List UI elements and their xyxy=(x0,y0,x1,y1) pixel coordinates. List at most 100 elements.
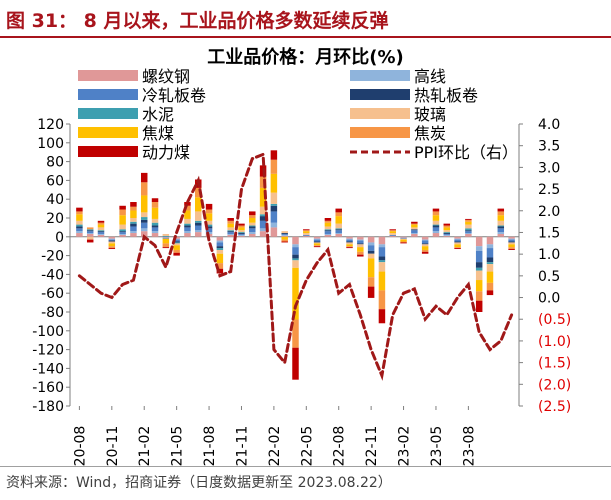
bar-segment xyxy=(281,236,288,240)
bar-segment xyxy=(357,247,364,252)
y-right-tick-label: 2.0 xyxy=(538,204,560,220)
bar-segment xyxy=(486,244,494,249)
bar-segment xyxy=(162,247,170,249)
bar-segment xyxy=(86,233,94,234)
bar-segment xyxy=(195,187,202,198)
bar-segment xyxy=(227,220,234,224)
bar-segment xyxy=(357,240,364,244)
figure-title: 图 31： 8 月以来，工业品价格多数延续反弹 xyxy=(6,10,389,32)
y-right-tick-label: (2.5) xyxy=(538,399,571,415)
bar-segment xyxy=(303,234,310,236)
legend-label: 动力煤 xyxy=(142,143,190,162)
bar-segment xyxy=(508,242,515,245)
bar-segment xyxy=(76,226,83,229)
bar-segment xyxy=(497,226,505,229)
bar-segment xyxy=(195,225,202,231)
bar-segment xyxy=(475,236,483,247)
bar-segment xyxy=(270,150,278,160)
bar-segment xyxy=(443,233,451,234)
bar-segment xyxy=(249,226,256,229)
bar-segment xyxy=(475,250,483,263)
bar-segment xyxy=(292,247,299,255)
bar-segment xyxy=(281,234,288,236)
bar-segment xyxy=(432,227,440,232)
bar-segment xyxy=(465,218,472,220)
bar-segment xyxy=(97,233,105,235)
y-right-tick-label: 3.5 xyxy=(538,139,560,155)
bar-segment xyxy=(421,236,429,240)
bar-segment xyxy=(205,213,213,221)
legend-swatch xyxy=(350,89,410,100)
bar-segment xyxy=(162,233,170,236)
bar-segment xyxy=(238,234,245,236)
bar-segment xyxy=(216,253,224,264)
bar-segment xyxy=(227,232,234,234)
bar-segment xyxy=(205,220,213,225)
legend-label: 焦煤 xyxy=(142,124,174,143)
bar-segment xyxy=(292,258,299,261)
bar-segment xyxy=(465,219,472,222)
bar-segment xyxy=(324,220,332,223)
bar-segment xyxy=(303,229,310,231)
bar-segment xyxy=(130,210,137,218)
bar-segment xyxy=(76,214,83,221)
bar-segment xyxy=(465,228,472,231)
y-left-tick-label: 100 xyxy=(37,136,64,152)
bar-segment xyxy=(195,197,202,212)
bar-segment xyxy=(238,225,245,228)
legend-label: 高线 xyxy=(414,67,446,86)
bar-segment xyxy=(411,227,418,230)
bar-segment xyxy=(76,220,83,225)
source-divider xyxy=(0,466,611,467)
bar-segment xyxy=(508,249,515,250)
bar-segment xyxy=(475,267,483,271)
bar-segment xyxy=(281,233,288,235)
y-left-tick-label: -180 xyxy=(32,399,64,415)
bar-segment xyxy=(270,173,278,193)
bar-segment xyxy=(454,239,461,242)
bar-segment xyxy=(454,242,461,245)
bar-segment xyxy=(259,216,267,221)
bar-segment xyxy=(76,233,83,237)
bar-segment xyxy=(151,198,159,203)
bar-segment xyxy=(108,241,116,244)
bar-segment xyxy=(151,218,159,223)
bar-segment xyxy=(216,236,224,241)
y-right-tick-label: 0.5 xyxy=(538,269,560,285)
bar-segment xyxy=(313,238,321,240)
y-right-tick-label: (0.5) xyxy=(538,312,571,328)
bar-segment xyxy=(140,172,148,183)
bar-segment xyxy=(184,231,191,234)
x-tick-label: 23-08 xyxy=(461,426,477,467)
bar-segment xyxy=(173,242,180,244)
bar-segment xyxy=(443,235,451,237)
bar-segment xyxy=(324,229,332,231)
bar-segment xyxy=(97,232,105,234)
bar-segment xyxy=(195,222,202,226)
bar-segment xyxy=(454,238,461,240)
bar-segment xyxy=(421,239,429,241)
y-right-tick-label: 1.0 xyxy=(538,247,560,263)
y-right-tick-label: 2.5 xyxy=(538,182,560,198)
bar-segment xyxy=(443,233,451,235)
bar-segment xyxy=(432,224,440,226)
bar-segment xyxy=(389,233,396,235)
bar-segment xyxy=(324,231,332,234)
bar-segment xyxy=(432,233,440,237)
bar-segment xyxy=(76,228,83,232)
bar-segment xyxy=(130,233,137,237)
bar-segment xyxy=(130,202,137,207)
legend-swatch xyxy=(78,127,138,138)
y-right-tick-label: 0.0 xyxy=(538,291,560,307)
bar-segment xyxy=(400,242,407,244)
bar-segment xyxy=(216,248,224,250)
bar-segment xyxy=(119,232,126,234)
bar-segment xyxy=(184,227,191,232)
bar-segment xyxy=(324,230,332,232)
bar-segment xyxy=(335,208,342,213)
bar-segment xyxy=(140,231,148,237)
bar-segment xyxy=(367,253,375,259)
bar-segment xyxy=(475,246,483,251)
bar-segment xyxy=(367,245,375,251)
bar-segment xyxy=(335,233,342,234)
